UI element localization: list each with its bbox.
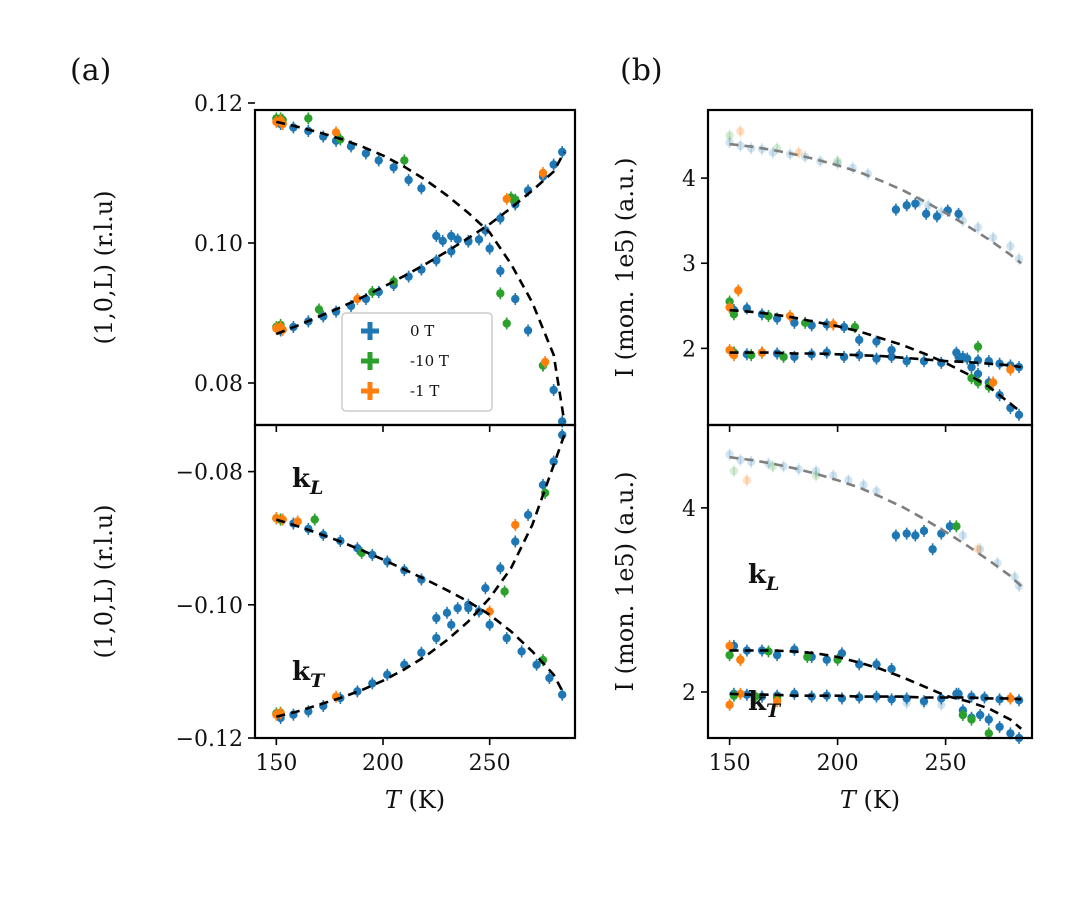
data-point-b_top-0Tfaded-0-1 (736, 141, 745, 150)
y-axis-label-b_bot: I (mon. 1e5) (a.u.) (611, 472, 639, 692)
legend: 0 T -10 T -1 T (341, 312, 493, 412)
data-point-b_bot-0Tfaded-0-15 (975, 545, 985, 554)
y-tick-label-b_bot-0: 2 (682, 681, 696, 706)
annotation-kL-a: kL (292, 464, 323, 499)
y-axis-label-b_top: I (mon. 1e5) (a.u.) (611, 158, 639, 378)
data-point-b_top-0Tfaded-0-18 (1014, 254, 1024, 264)
legend-box (341, 312, 493, 412)
fit-curve-b_top-2 (729, 351, 1022, 369)
annotation-kL-b: kL (748, 560, 779, 595)
annotation-kT-b: kT (748, 687, 782, 722)
y-tick-label-a_bot-1: −0.10 (176, 594, 243, 619)
data-point-b_bot-0Tfaded-0-9 (859, 480, 868, 490)
plot-a-bottom: 150 200 250 −0.12 −0.10 −0.08 (1,0,L) (r.l.u) T… (90, 423, 577, 814)
data-point-b_bot-0Tfaded-0-6 (811, 466, 821, 476)
fit-curve-b_top-1 (729, 308, 1023, 414)
y-tick-label-a_top-0: 0.08 (194, 372, 243, 397)
y-axis-label-a_top: (1,0,L) (r.l.u) (90, 190, 118, 344)
y-axis-label-a_bot: (1,0,L) (r.l.u) (90, 504, 118, 658)
x-axis-label-b_bot: T (K) (840, 786, 900, 814)
fit-curve-b_top-0 (729, 142, 1023, 265)
data-point-b_bot-0Tfaded-0-14 (958, 531, 968, 540)
data-point-b_top--1Tfaded-2-0 (736, 127, 745, 136)
data-point-b_bot-0Tfaded-0-7 (829, 471, 838, 480)
data-point-b_bot--10Tfaded-1-0 (729, 466, 739, 476)
y-tick-label-b_top-1: 3 (682, 252, 696, 277)
plot-a-top: 0.08 0.10 0.12 (1,0,L) (r.l.u) (90, 92, 577, 432)
data-point-b_top-0Tfaded-0-17 (1006, 242, 1015, 251)
data-point-b_bot-0Tfaded-0-5 (794, 464, 803, 474)
data-point-b_top--10Tfaded-1-2 (833, 156, 842, 166)
legend-label-2: -1 T (410, 382, 439, 400)
data-point-b_top-0Tfaded-0-15 (973, 223, 983, 232)
x-axis-label-a_bot: T (K) (385, 786, 445, 814)
x-tick-label-a_bot-1: 200 (362, 751, 404, 776)
fit-curve-b_bot-2 (729, 692, 1022, 701)
legend-label-0: 0 T (410, 322, 434, 340)
y-tick-label-a_top-1: 0.10 (194, 232, 243, 257)
x-tick-label-b_bot-1: 200 (817, 751, 859, 776)
panel-label-a: (a) (70, 53, 111, 88)
y-tick-label-b_bot-1: 4 (682, 497, 696, 522)
data-point-b_bot-0Tfaded-0-10 (872, 487, 881, 496)
x-tick-label-a_bot-0: 150 (255, 751, 297, 776)
y-tick-label-a_bot-2: −0.08 (176, 461, 243, 486)
x-tick-label-b_bot-2: 250 (925, 751, 967, 776)
x-tick-label-b_bot-0: 150 (709, 751, 751, 776)
fit-curve-a_bot-1 (275, 434, 566, 718)
y-tick-label-b_top-2: 4 (682, 167, 696, 192)
axes-frame-b_top (706, 108, 1034, 427)
fit-curve-b_bot-1 (729, 649, 1023, 730)
y-tick-label-a_top-2: 0.12 (194, 92, 243, 117)
plot-b-top: 2 3 4 I (mon. 1e5) (a.u.) (611, 108, 1034, 432)
data-point-b_bot--1Tfaded-2-1 (973, 545, 983, 554)
fit-curve-b_bot-0 (729, 455, 1023, 588)
axes-frame-b_bot (706, 423, 1034, 740)
data-point-b_top--10Tfaded-1-0 (725, 131, 734, 140)
data-point-b_bot--1Tfaded-2-0 (742, 476, 752, 485)
y-tick-label-b_top-0: 2 (682, 337, 696, 362)
panel-label-b: (b) (620, 53, 663, 88)
data-point-b_bot-0Tfaded-0-8 (844, 476, 853, 485)
data-point-b_bot-0Tfaded-0-17 (1010, 572, 1019, 582)
x-tick-label-a_bot-2: 250 (469, 751, 511, 776)
annotation-kT-a: kT (292, 657, 326, 692)
legend-label-1: -10 T (410, 352, 449, 370)
fit-curve-a_top-0 (276, 120, 566, 422)
plot-b-bottom: 150 200 250 2 4 I (mon. 1e5) (a.u.) T (K) (611, 423, 1034, 814)
data-point-b_top-0Tfaded-0-16 (988, 233, 998, 242)
axes-frame-a_bot (253, 423, 577, 740)
data-point-b_bot-0Tfaded-0-18 (1014, 581, 1024, 591)
fit-curve-a_bot-0 (275, 518, 566, 696)
fit-curve-a_top-1 (275, 151, 566, 336)
data-point-b_bot-0Tfaded-0-13 (937, 700, 946, 710)
y-tick-label-a_bot-0: −0.12 (176, 727, 243, 752)
